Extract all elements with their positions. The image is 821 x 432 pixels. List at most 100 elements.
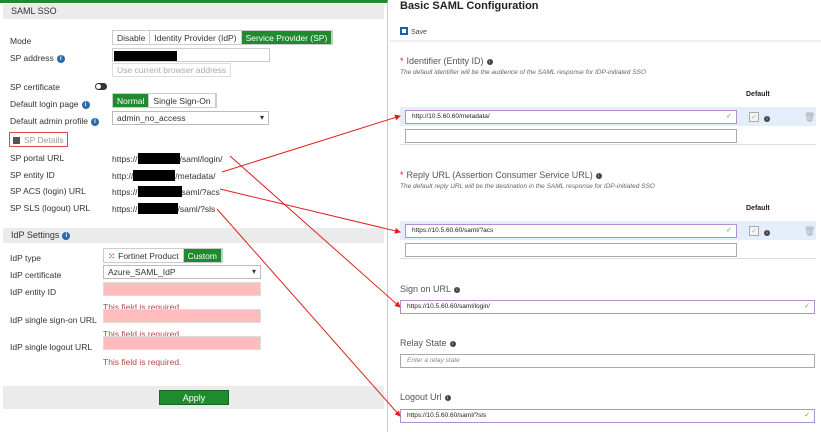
identifier-label: * Identifier (Entity ID) i: [400, 56, 493, 66]
sp-certificate-toggle[interactable]: [95, 83, 107, 90]
relay-state-placeholder: Enter a relay state: [407, 357, 460, 364]
sp-address-label-text: SP address: [10, 53, 54, 63]
info-icon: i: [56, 54, 65, 63]
idp-slo-url-error: This field is required.: [103, 357, 182, 367]
mode-selector: Disable Identity Provider (IdP) Service …: [112, 30, 334, 45]
reply-url-label-text: Reply URL (Assertion Consumer Service UR…: [406, 170, 593, 180]
save-icon: [400, 27, 408, 35]
sign-on-url-label: Sign on URL i: [400, 284, 461, 294]
mode-disable[interactable]: Disable: [113, 31, 151, 44]
redaction: [137, 153, 180, 164]
identifier-description: The default identifier will be the audie…: [400, 69, 646, 76]
info-icon: i: [90, 117, 99, 126]
idp-certificate-label: IdP certificate: [10, 270, 62, 280]
valid-check-icon: ✓: [804, 303, 810, 310]
sp-details-toggle[interactable]: SP Details: [9, 132, 68, 147]
default-admin-profile-label: Default admin profile i: [10, 116, 99, 126]
sp-acs-url-value: https:// saml/?acs: [112, 186, 220, 197]
default-login-page-text: Default login page: [10, 99, 79, 109]
sp-sls-url-label: SP SLS (logout) URL: [10, 203, 91, 213]
fortigate-saml-panel: SAML SSO Mode Disable Identity Provider …: [0, 0, 388, 432]
login-page-selector: Normal Single Sign-On: [112, 93, 217, 108]
valid-check-icon: ✓: [804, 412, 810, 419]
logout-url-input[interactable]: https://10.5.60.60/saml/?sls ✓: [400, 409, 815, 423]
divider: [400, 258, 816, 259]
info-icon: i: [486, 58, 493, 65]
reply-url-new-input[interactable]: [405, 243, 737, 257]
idp-settings-title: IdP Settings: [11, 230, 60, 240]
azure-saml-panel: Basic SAML Configuration Save * Identifie…: [390, 0, 821, 432]
default-admin-profile-text: Default admin profile: [10, 116, 88, 126]
url-suffix: saml/?acs: [181, 187, 220, 197]
default-login-page-label: Default login page i: [10, 99, 90, 109]
relay-state-label: Relay State i: [400, 338, 456, 348]
info-icon: i: [764, 116, 770, 122]
sp-entity-id-label: SP entity ID: [10, 170, 55, 180]
idp-slo-url-input[interactable]: [103, 336, 261, 350]
default-header: Default: [746, 205, 770, 212]
identifier-new-input[interactable]: [405, 129, 737, 143]
default-admin-profile-select[interactable]: admin_no_access: [112, 111, 269, 125]
save-button[interactable]: Save: [400, 27, 427, 36]
fortinet-product-label: Fortinet Product: [118, 251, 179, 261]
page-title: Basic SAML Configuration: [400, 0, 539, 12]
idp-type-selector: ⁙ Fortinet Product Custom: [103, 248, 223, 263]
default-checkbox[interactable]: ✓: [749, 112, 759, 122]
sp-details-label: SP Details: [24, 135, 64, 145]
reply-url-description: The default reply URL will be the destin…: [400, 183, 655, 190]
login-normal[interactable]: Normal: [113, 94, 150, 107]
login-sso[interactable]: Single Sign-On: [149, 94, 216, 107]
sp-sls-url-value: https:// /saml/?sls: [112, 203, 215, 214]
url-suffix: /saml/?sls: [177, 204, 216, 214]
sign-on-url-value: https://10.5.60.60/saml/login/: [407, 303, 491, 310]
logout-url-label-text: Logout Url: [400, 392, 442, 402]
idp-entity-id-label: IdP entity ID: [10, 287, 57, 297]
valid-check-icon: ✓: [726, 113, 732, 120]
use-current-browser-address-button[interactable]: Use current browser address: [112, 63, 232, 77]
reply-url-value: https://10.5.60.60/saml/?acs: [412, 227, 494, 234]
url-suffix: /metadata/: [175, 171, 216, 181]
sign-on-url-label-text: Sign on URL: [400, 284, 452, 294]
default-checkbox[interactable]: ✓: [749, 226, 759, 236]
collapse-icon: [13, 137, 20, 144]
relay-state-label-text: Relay State: [400, 338, 447, 348]
url-prefix: https://: [112, 154, 138, 164]
info-icon: i: [595, 172, 602, 179]
info-icon: i: [454, 286, 461, 293]
idp-sso-url-input[interactable]: [103, 309, 261, 323]
delete-icon[interactable]: 🗑: [804, 112, 816, 122]
idp-type-custom[interactable]: Custom: [183, 249, 222, 262]
apply-button[interactable]: Apply: [159, 390, 229, 405]
fortinet-logo-icon: ⁙: [108, 251, 116, 261]
delete-icon[interactable]: 🗑: [804, 226, 816, 236]
url-prefix: http://: [112, 171, 134, 181]
reply-url-input[interactable]: https://10.5.60.60/saml/?acs ✓: [405, 224, 737, 238]
mode-idp[interactable]: Identity Provider (IdP): [150, 31, 242, 44]
relay-state-input[interactable]: Enter a relay state: [400, 354, 815, 368]
idp-entity-id-input[interactable]: [103, 282, 261, 296]
identifier-input[interactable]: http://10.5.60.60/metadata/ ✓: [405, 110, 737, 124]
valid-check-icon: ✓: [726, 227, 732, 234]
logout-url-value: https://10.5.60.60/saml/?sls: [407, 412, 487, 419]
idp-type-label: IdP type: [10, 253, 42, 263]
redaction: [114, 51, 177, 61]
sp-address-input[interactable]: [112, 48, 270, 62]
sp-address-label: SP address i: [10, 53, 65, 63]
idp-certificate-select[interactable]: Azure_SAML_IdP: [103, 265, 261, 279]
reply-url-label: * Reply URL (Assertion Consumer Service U…: [400, 170, 602, 180]
url-prefix: https://: [112, 187, 138, 197]
sign-on-url-input[interactable]: https://10.5.60.60/saml/login/ ✓: [400, 300, 815, 314]
url-suffix: /saml/login/: [179, 154, 223, 164]
toggle-knob: [96, 84, 101, 89]
info-icon: i: [62, 231, 71, 240]
required-marker: *: [400, 170, 404, 180]
redaction: [133, 170, 176, 181]
info-icon: i: [449, 340, 456, 347]
info-icon: i: [444, 394, 451, 401]
required-marker: *: [400, 56, 404, 66]
idp-type-fortinet[interactable]: ⁙ Fortinet Product: [104, 249, 184, 262]
sp-portal-url-value: https:// /saml/login/: [112, 153, 223, 164]
info-icon: i: [81, 100, 90, 109]
mode-sp[interactable]: Service Provider (SP): [241, 31, 333, 44]
saml-sso-header: SAML SSO: [3, 4, 384, 19]
